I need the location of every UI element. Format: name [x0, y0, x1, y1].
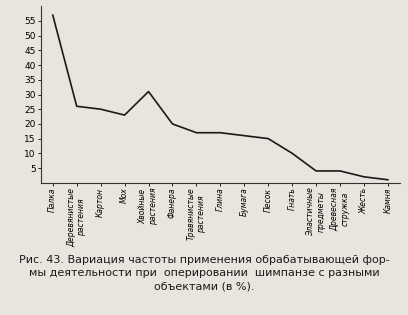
Text: Рис. 43. Вариация частоты применения обрабатывающей фор-
мы деятельности при  оп: Рис. 43. Вариация частоты применения обр…	[19, 255, 389, 292]
